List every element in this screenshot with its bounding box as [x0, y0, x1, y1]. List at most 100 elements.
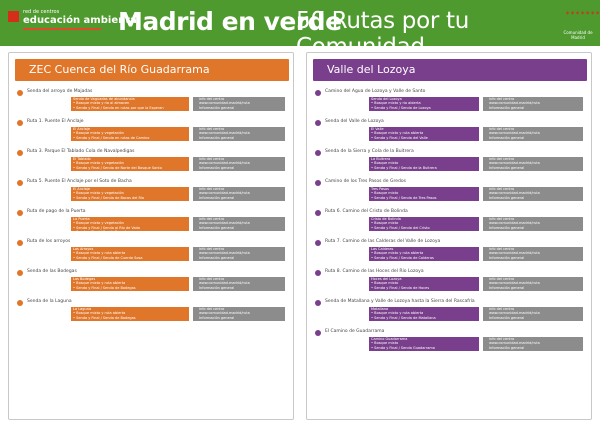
- route-description-line: Las Bodegas: [73, 277, 96, 281]
- route-description-line: • Bosque mixto: [371, 161, 399, 166]
- route-info-line: www.comunidad.madrid/ruta: [199, 281, 250, 286]
- route-info-line: Información general: [199, 225, 235, 230]
- route-description-box: La Puerta • Bosque mixto y vegetación • Se…: [71, 217, 189, 234]
- route-info-line: info del centro: [489, 157, 515, 161]
- route-number-icon: [315, 210, 321, 216]
- route-row: Ruta de los arroyos Los Arroyos • Bosque m…: [15, 239, 289, 269]
- route-description-line: • Senda y Final / Senda de Matallana: [371, 315, 436, 320]
- route-number-icon: [315, 120, 321, 126]
- route-number-icon: [315, 150, 321, 156]
- route-number-icon: [315, 90, 321, 96]
- route-info-box: info del centro www.comunidad.madrid/ruta…: [193, 307, 285, 321]
- route-description-box: Matallana • Bosque mixto y ruta abierta • …: [369, 307, 479, 321]
- route-row: Ruta 7. Camino de las Calderas del Valle…: [313, 239, 587, 269]
- route-meta-icons: [325, 128, 365, 146]
- route-description-box: Tres Pasos • Bosque mixto • Senda y Final …: [369, 187, 479, 201]
- route-description-box: El Anclaje • Bosque mixto y vegetación • S…: [71, 187, 189, 201]
- right-column: Valle del Lozoya Camino del Agua de Lozo…: [306, 52, 592, 420]
- route-title: Ruta 8. Camino de las Hoces del Río Lozo…: [325, 269, 424, 274]
- route-description-line: • Senda y Final / Senda de Bodegas: [73, 315, 136, 320]
- route-description-line: • Senda y Final / Senda de Hoces: [371, 285, 430, 290]
- route-info-line: Información general: [489, 225, 525, 230]
- logo-divider: [23, 28, 101, 30]
- route-info-line: info del centro: [199, 217, 225, 221]
- left-column: ZEC Cuenca del Río Guadarrama Senda del …: [8, 52, 294, 420]
- route-row: Ruta 6. Camino del Cristo de Bolinda Cris…: [313, 209, 587, 239]
- route-info-line: Información general: [199, 255, 235, 260]
- route-description-box: El Valle • Bosque mixto y ruta abierta • S…: [369, 127, 479, 141]
- route-description-box: Senda del Lozoya • Bosque mixto y rio abi…: [369, 97, 479, 111]
- route-description-line: Cristo de Bolinda: [371, 217, 401, 221]
- route-info-line: Información general: [489, 285, 525, 290]
- route-description-line: • Senda y Final / Senda en rutas por que…: [73, 105, 164, 110]
- emblem-name: Comunidad de Madrid: [563, 30, 593, 40]
- route-info-line: info del centro: [489, 187, 515, 191]
- route-meta-icons: [325, 248, 365, 266]
- route-description-line: • Bosque mixto: [371, 221, 399, 226]
- route-row: Ruta de pago de la Puerta La Puerta • Bosq…: [15, 209, 289, 239]
- route-info-line: www.comunidad.madrid/ruta: [489, 191, 540, 196]
- route-number-icon: [17, 210, 23, 216]
- route-meta-icons: [325, 158, 365, 176]
- route-info-line: info del centro: [489, 217, 515, 221]
- route-title: Ruta 1. Puente El Anclaje: [27, 119, 84, 124]
- route-description-line: La Puerta: [73, 217, 90, 221]
- right-column-title: Valle del Lozoya: [327, 63, 416, 76]
- route-meta-icons: [325, 98, 365, 116]
- route-description-line: • Bosque mixto: [371, 191, 399, 196]
- route-info-line: Información general: [199, 315, 235, 320]
- route-info-line: Información general: [489, 195, 525, 200]
- route-title: Ruta de los arroyos: [27, 239, 71, 244]
- route-number-icon: [17, 270, 23, 276]
- route-info-line: info del centro: [199, 307, 225, 311]
- route-description-line: • Bosque mixto y rio abierta: [371, 101, 421, 106]
- route-info-box: info del centro www.comunidad.madrid/ruta…: [483, 97, 583, 111]
- route-info-line: info del centro: [199, 277, 225, 281]
- route-info-line: www.comunidad.madrid/ruta: [199, 191, 250, 196]
- page-header: red de centros educación ambiental Madri…: [0, 0, 600, 60]
- route-number-icon: [315, 330, 321, 336]
- route-number-icon: [315, 180, 321, 186]
- left-column-title: ZEC Cuenca del Río Guadarrama: [29, 63, 210, 76]
- route-row: Ruta 1. Puente El Anclaje El Anclaje • Bos…: [15, 119, 289, 149]
- route-meta-icons: [27, 218, 67, 236]
- route-info-line: Información general: [489, 345, 525, 350]
- route-description-line: La Laguna: [73, 307, 92, 311]
- route-info-line: Información general: [199, 285, 235, 290]
- route-title: Ruta 3. Parque El Tablado Cola de Navalp…: [27, 149, 135, 154]
- route-row: Senda del Valle de Lozoya El Valle • Bosqu…: [313, 119, 587, 149]
- route-description-line: • Senda y Final / Senda de la Buitrera: [371, 165, 437, 170]
- route-info-line: www.comunidad.madrid/ruta: [489, 281, 540, 286]
- route-row: Senda de la Sierra y Cola de la Buitrera…: [313, 149, 587, 179]
- route-description-line: • Bosque mixto y vegetación: [73, 161, 124, 166]
- route-description-line: • Senda y Final / Senda al Río de Vado: [73, 225, 140, 230]
- route-number-icon: [17, 120, 23, 126]
- route-description-line: • Bosque mixto y ruta abierta: [371, 251, 424, 256]
- route-row: Ruta 5. Puente El Anclaje por el Soto de…: [15, 179, 289, 209]
- route-meta-icons: [27, 188, 67, 206]
- route-meta-icons: [27, 278, 67, 296]
- route-description-box: Las Calderas • Bosque mixto y ruta abiert…: [369, 247, 479, 261]
- route-description-line: • Bosque mixto y ruta abierta: [73, 251, 126, 256]
- route-row: Senda de las Bodegas Las Bodegas • Bosque …: [15, 269, 289, 299]
- route-info-line: info del centro: [199, 157, 225, 161]
- route-description-line: • Senda y Final / Senda de Norte del Bos…: [73, 165, 162, 170]
- route-info-line: www.comunidad.madrid/ruta: [489, 161, 540, 166]
- logo-icon: [8, 11, 19, 22]
- route-row: Senda de la Laguna La Laguna • Bosque mixt…: [15, 299, 289, 329]
- route-number-icon: [17, 90, 23, 96]
- route-description-line: • Bosque mixto y rio al almacen: [73, 101, 130, 106]
- route-description-line: • Bosque mixto y ruta abierta: [371, 311, 424, 316]
- route-row: Senda de Matallana y Valle de Lozoya has…: [313, 299, 587, 329]
- route-description-line: • Senda y Final / Senda de Cuerda Sosa: [73, 255, 143, 260]
- route-description-line: Tres Pasos: [371, 187, 389, 191]
- route-info-line: info del centro: [489, 247, 515, 251]
- route-description-line: Camino Guadarrama: [371, 337, 408, 341]
- route-description-line: • Senda y Final / Senda Guadarrama: [371, 345, 435, 350]
- route-info-box: info del centro www.comunidad.madrid/ruta…: [483, 307, 583, 321]
- route-info-box: info del centro www.comunidad.madrid/ruta…: [483, 277, 583, 291]
- route-info-box: info del centro www.comunidad.madrid/ruta…: [483, 157, 583, 171]
- route-info-box: info del centro www.comunidad.madrid/ruta…: [483, 247, 583, 261]
- route-description-line: El Valle: [371, 127, 384, 131]
- route-info-line: Información general: [199, 135, 235, 140]
